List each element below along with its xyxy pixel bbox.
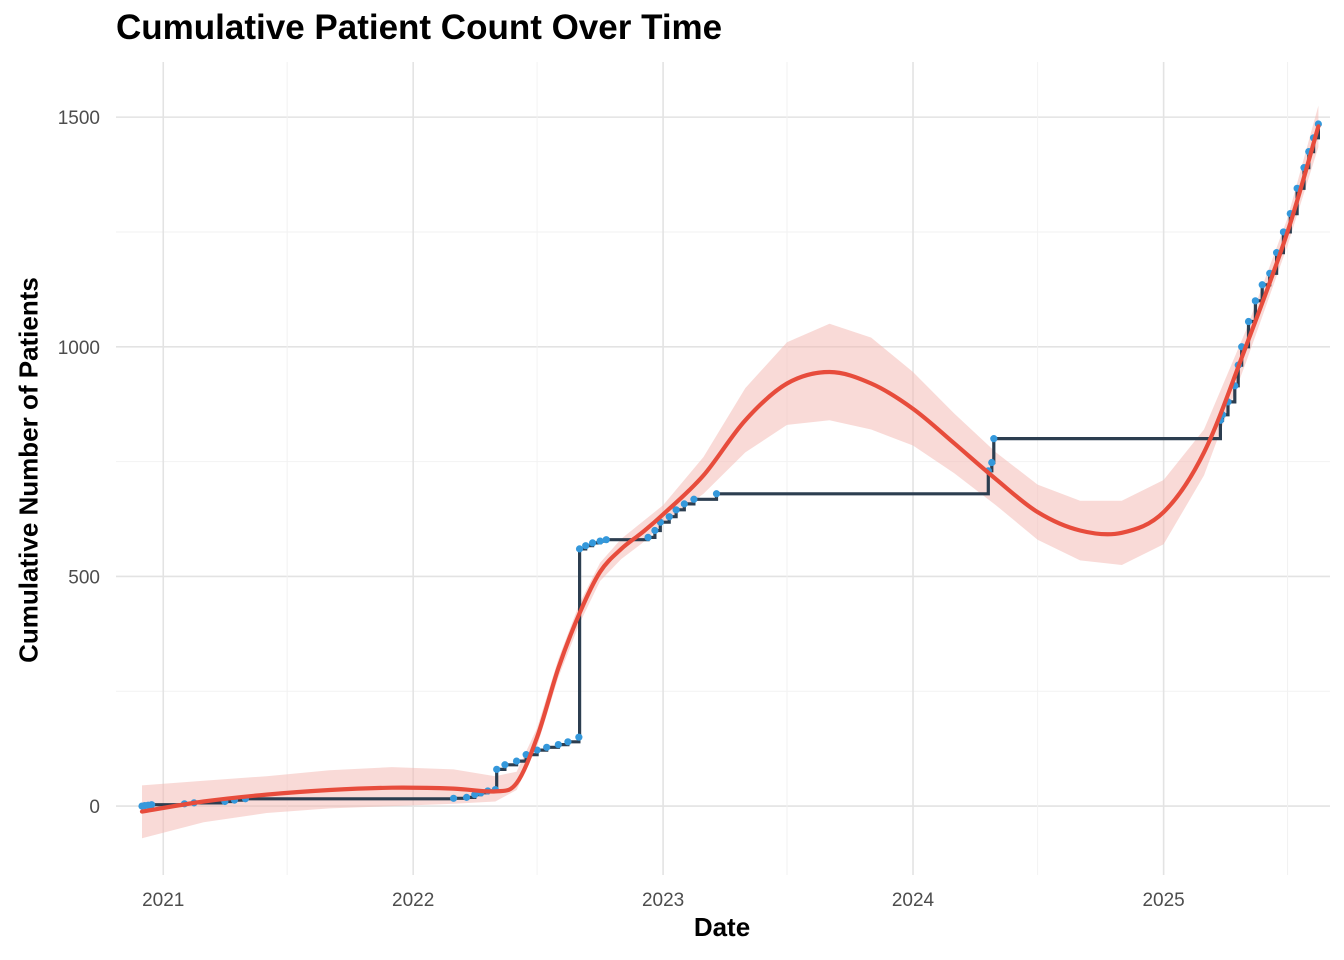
x-axis-label: Date bbox=[693, 912, 751, 942]
data-point bbox=[644, 533, 652, 541]
confidence-band bbox=[142, 105, 1319, 839]
data-point bbox=[1251, 297, 1259, 305]
y-tick-label: 1000 bbox=[58, 338, 100, 359]
data-point bbox=[651, 526, 659, 535]
y-tick-label: 0 bbox=[89, 797, 100, 818]
x-tick-label: 2024 bbox=[892, 890, 935, 911]
x-tick-label: 2021 bbox=[142, 890, 184, 911]
confidence-band-layer bbox=[142, 105, 1319, 839]
data-point bbox=[575, 733, 583, 741]
data-point bbox=[588, 539, 597, 547]
x-tick-label: 2025 bbox=[1142, 890, 1184, 911]
x-tick-label: 2023 bbox=[642, 890, 684, 911]
grid bbox=[116, 62, 1330, 875]
data-point bbox=[690, 495, 698, 503]
data-point bbox=[602, 536, 610, 544]
data-point bbox=[543, 743, 551, 751]
data-point bbox=[493, 765, 501, 773]
data-point bbox=[596, 537, 604, 545]
smooth-trend-line bbox=[139, 124, 1321, 814]
chart-title: Cumulative Patient Count Over Time bbox=[116, 8, 723, 47]
data-point bbox=[462, 793, 471, 801]
data-point bbox=[449, 794, 458, 802]
data-point bbox=[471, 791, 479, 799]
data-point bbox=[680, 500, 688, 508]
data-point bbox=[582, 542, 590, 550]
x-tick-label: 2022 bbox=[392, 890, 434, 911]
data-point bbox=[575, 545, 584, 553]
tick-labels: 2021 2022 2023 2024 2025 0 500 1000 1500 bbox=[58, 108, 1185, 911]
data-point bbox=[533, 746, 541, 754]
data-point bbox=[672, 506, 680, 514]
data-point bbox=[512, 757, 521, 765]
data-point bbox=[564, 738, 572, 746]
y-tick-label: 500 bbox=[68, 567, 100, 588]
data-point bbox=[712, 490, 721, 498]
data-point bbox=[554, 740, 562, 749]
smooth-line-layer bbox=[139, 124, 1321, 814]
data-point bbox=[1244, 317, 1253, 326]
data-point bbox=[148, 801, 156, 809]
data-point bbox=[990, 435, 998, 443]
data-point bbox=[1258, 281, 1266, 289]
data-point bbox=[665, 513, 673, 521]
data-point bbox=[501, 761, 509, 769]
y-tick-label: 1500 bbox=[58, 108, 100, 129]
data-point bbox=[988, 458, 996, 467]
